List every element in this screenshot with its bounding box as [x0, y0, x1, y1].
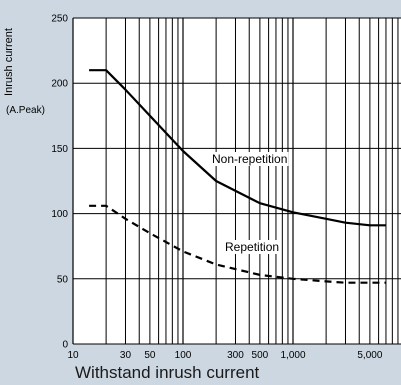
x-tick-label: 10: [67, 350, 79, 361]
x-tick-label: 30: [120, 350, 132, 361]
series-line-non-repetition: [89, 69, 386, 227]
y-axis-label: Inrush current: [3, 28, 15, 96]
series-label-backdrop: [224, 240, 281, 254]
y-tick-label: 50: [57, 274, 69, 285]
grid-lines: [72, 17, 401, 345]
plot-area: [73, 18, 401, 344]
y-axis-unit: (A.Peak): [6, 105, 45, 116]
y-tick-label: 150: [51, 144, 68, 155]
x-tick-label: 1,000: [280, 350, 305, 361]
series-label-non-repetition: Non-repetition: [212, 152, 287, 166]
y-tick-label: 200: [51, 79, 68, 90]
series-line-repetition: [89, 204, 386, 284]
x-tick-label: 500: [252, 350, 269, 361]
x-tick-labels: 10 30 50 100 300 500 1,000 5,000: [67, 350, 382, 361]
x-tick-label: 50: [144, 350, 156, 361]
series-layer: [89, 69, 386, 284]
x-tick-label: 5,000: [357, 350, 382, 361]
x-tick-label: 100: [175, 350, 192, 361]
y-tick-label: 0: [62, 340, 68, 351]
series-label-repetition: Repetition: [225, 240, 279, 254]
series-label-backdrop: [211, 152, 289, 166]
y-tick-label: 100: [51, 209, 68, 220]
y-tick-labels: 0 50 100 150 200 250: [51, 14, 68, 351]
x-tick-label: 300: [227, 350, 244, 361]
y-tick-label: 250: [51, 14, 68, 25]
x-axis-label: Withstand inrush current: [75, 363, 260, 382]
